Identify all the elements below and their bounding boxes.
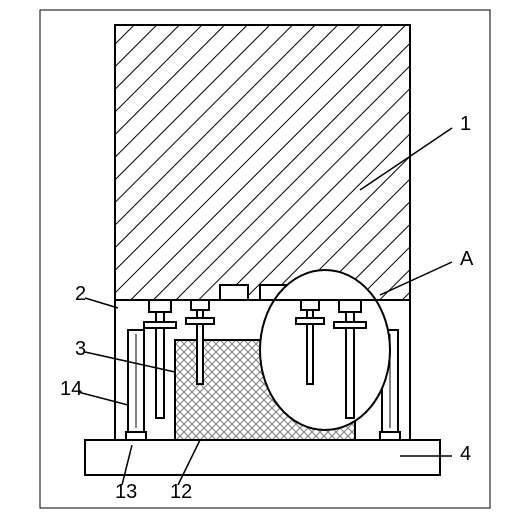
callout-label: 4 — [460, 443, 471, 465]
main-block — [115, 25, 410, 300]
bolt-shaft — [346, 328, 354, 418]
bolt-shaft — [156, 328, 164, 418]
callout-label: 2 — [75, 283, 86, 305]
callout-label: 3 — [75, 338, 86, 360]
bolt-head — [149, 300, 171, 312]
callout-label: 14 — [60, 378, 82, 400]
bolt-head — [191, 300, 209, 310]
leader-line — [85, 298, 118, 308]
callout-label: A — [460, 248, 474, 270]
detail-region-a — [260, 270, 390, 430]
bolt-shaft — [197, 324, 203, 384]
bolt-head — [301, 300, 319, 310]
top-tab — [220, 285, 248, 300]
callout-label: 13 — [115, 481, 137, 503]
bolt-head — [339, 300, 361, 312]
bolt-shaft — [307, 324, 313, 384]
base-plate — [85, 440, 440, 475]
callout-label: 1 — [460, 113, 471, 135]
callout-label: 12 — [170, 481, 192, 503]
